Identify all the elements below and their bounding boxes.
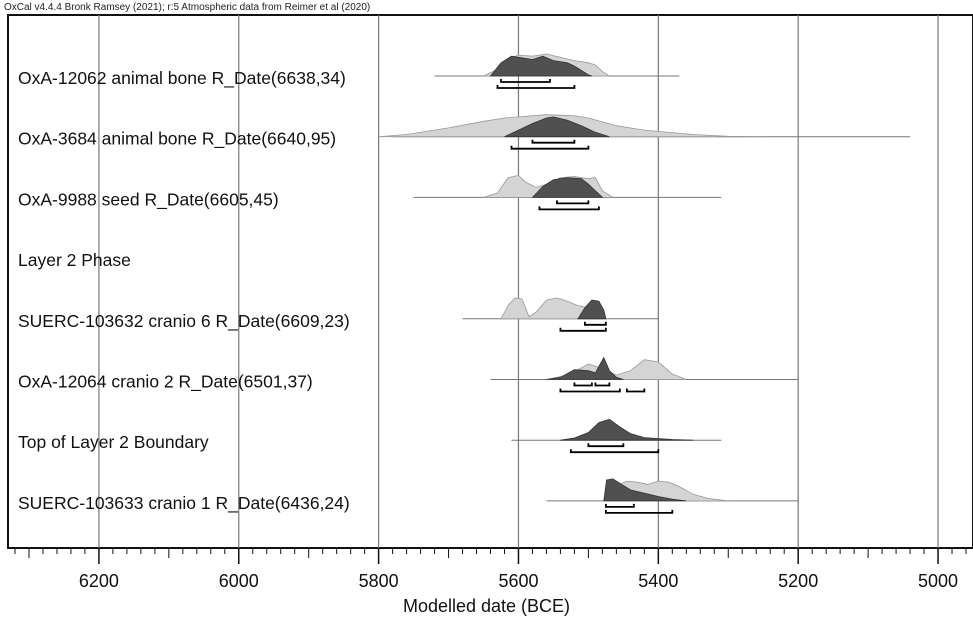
row-label-6: OxA-12064 cranio 2 R_Date(6501,37) — [18, 372, 313, 393]
x-tick-label-6000: 6000 — [219, 571, 259, 591]
row-1-range-2-1 — [496, 85, 576, 89]
x-tick-label-5000: 5000 — [918, 571, 958, 591]
x-tick-label-5400: 5400 — [638, 571, 678, 591]
row-2-range-2-1 — [510, 145, 590, 150]
row-5-range-1-1 — [584, 321, 607, 326]
row-label-4: Layer 2 Phase — [18, 250, 131, 270]
row-1-range-1-1 — [500, 79, 551, 83]
row-8-range-2-1 — [604, 509, 674, 514]
x-axis-label: Modelled date (BCE) — [402, 596, 571, 616]
row-3-posterior-distribution — [531, 177, 604, 198]
row-6-posterior-distribution — [546, 356, 624, 380]
row-label-8: SUERC-103633 cranio 1 R_Date(6436,24) — [18, 493, 350, 514]
row-7-range-2-1 — [570, 449, 660, 454]
plot-frame — [7, 14, 973, 549]
row-3-range-2-1 — [538, 206, 600, 211]
row-label-2: OxA-3684 animal bone R_Date(6640,95) — [18, 129, 336, 150]
row-1-posterior-distribution — [489, 55, 593, 77]
row-6-range-2-1 — [559, 388, 621, 393]
row-6-range-1-1 — [573, 382, 593, 387]
row-3-range-1-1 — [556, 200, 590, 205]
row-label-1: OxA-12062 animal bone R_Date(6638,34) — [18, 68, 346, 89]
row-label-5: SUERC-103632 cranio 6 R_Date(6609,23) — [18, 311, 350, 332]
row-2-posterior-distribution — [504, 116, 610, 138]
row-8-range-1-1 — [604, 503, 635, 508]
x-tick-label-6200: 6200 — [79, 571, 119, 591]
x-tick-label-5600: 5600 — [498, 571, 538, 591]
row-7-posterior-distribution — [560, 418, 694, 441]
row-5-posterior-distribution — [577, 299, 607, 320]
row-6-range-2-2 — [625, 388, 646, 393]
oxcal-credit: OxCal v4.4.4 Bronk Ramsey (2021); r:5 At… — [4, 2, 371, 13]
row-label-3: OxA-9988 seed R_Date(6605,45) — [18, 189, 279, 210]
x-tick-label-5800: 5800 — [359, 571, 399, 591]
row-label-7: Top of Layer 2 Boundary — [18, 432, 209, 452]
row-8-posterior-distribution — [603, 478, 687, 502]
row-5-range-2-1 — [559, 327, 607, 332]
row-2-range-1-1 — [531, 139, 576, 144]
row-6-range-1-2 — [594, 382, 611, 387]
x-tick-label-5200: 5200 — [778, 571, 818, 591]
row-7-range-1-1 — [587, 443, 625, 448]
